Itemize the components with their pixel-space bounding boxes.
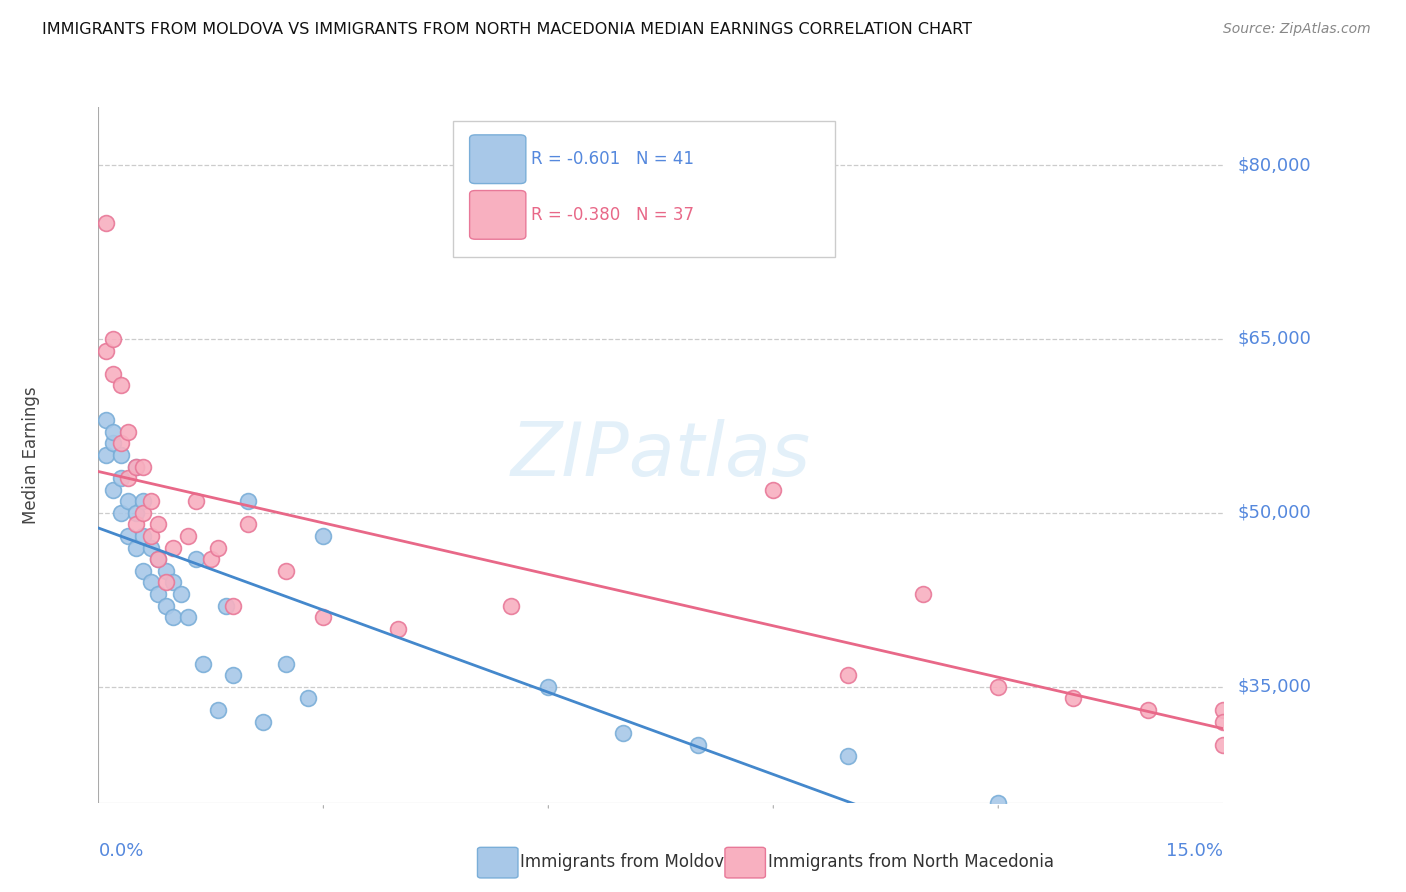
Point xyxy=(1212,738,1234,752)
Point xyxy=(274,657,297,671)
Point xyxy=(94,413,117,427)
Point xyxy=(103,332,125,346)
Point xyxy=(139,541,162,555)
Point xyxy=(139,575,162,590)
Text: $80,000: $80,000 xyxy=(1237,156,1310,174)
Point xyxy=(103,483,125,497)
Point xyxy=(139,494,162,508)
Point xyxy=(110,378,132,392)
Point xyxy=(132,506,155,520)
Point xyxy=(110,471,132,485)
Point xyxy=(162,541,184,555)
Point xyxy=(252,714,274,729)
Point xyxy=(222,668,245,682)
Point xyxy=(117,471,139,485)
Text: R = -0.380   N = 37: R = -0.380 N = 37 xyxy=(531,206,695,224)
Point xyxy=(148,552,170,566)
FancyBboxPatch shape xyxy=(470,191,526,239)
Point xyxy=(125,517,148,532)
Point xyxy=(103,425,125,439)
Text: 15.0%: 15.0% xyxy=(1166,842,1223,860)
Text: $50,000: $50,000 xyxy=(1237,504,1310,522)
Point xyxy=(94,216,117,230)
Point xyxy=(132,564,155,578)
Point xyxy=(222,599,245,613)
Point xyxy=(110,448,132,462)
Point xyxy=(117,494,139,508)
Text: Immigrants from North Macedonia: Immigrants from North Macedonia xyxy=(768,853,1053,871)
Text: Source: ZipAtlas.com: Source: ZipAtlas.com xyxy=(1223,22,1371,37)
Text: Median Earnings: Median Earnings xyxy=(22,386,39,524)
Point xyxy=(537,680,560,694)
Point xyxy=(170,587,193,601)
Point xyxy=(1137,703,1160,717)
Point xyxy=(94,343,117,358)
Point xyxy=(132,529,155,543)
FancyBboxPatch shape xyxy=(453,121,835,257)
Point xyxy=(103,367,125,381)
Text: $35,000: $35,000 xyxy=(1237,678,1312,696)
Point xyxy=(207,703,229,717)
Point xyxy=(132,494,155,508)
Point xyxy=(148,552,170,566)
Point xyxy=(1212,714,1234,729)
Point xyxy=(688,738,710,752)
Point xyxy=(125,541,148,555)
Point xyxy=(155,599,177,613)
Point xyxy=(312,610,335,624)
Point xyxy=(612,726,634,740)
Point xyxy=(1062,691,1084,706)
Text: 0.0%: 0.0% xyxy=(98,842,143,860)
Point xyxy=(238,494,260,508)
Point xyxy=(155,575,177,590)
Point xyxy=(238,517,260,532)
Point xyxy=(200,552,222,566)
Point xyxy=(184,552,207,566)
Text: IMMIGRANTS FROM MOLDOVA VS IMMIGRANTS FROM NORTH MACEDONIA MEDIAN EARNINGS CORRE: IMMIGRANTS FROM MOLDOVA VS IMMIGRANTS FR… xyxy=(42,22,972,37)
FancyBboxPatch shape xyxy=(478,847,517,878)
Point xyxy=(297,691,319,706)
Point xyxy=(837,749,859,764)
Point xyxy=(177,610,200,624)
Point xyxy=(162,575,184,590)
Text: $65,000: $65,000 xyxy=(1237,330,1310,348)
Text: ZIPatlas: ZIPatlas xyxy=(510,419,811,491)
Point xyxy=(110,506,132,520)
Point xyxy=(125,506,148,520)
Point xyxy=(103,436,125,450)
Point xyxy=(177,529,200,543)
Point xyxy=(987,680,1010,694)
Point xyxy=(215,599,238,613)
Point xyxy=(148,587,170,601)
Point xyxy=(132,459,155,474)
Point xyxy=(117,425,139,439)
Point xyxy=(110,436,132,450)
Point xyxy=(125,459,148,474)
Point xyxy=(139,529,162,543)
Point xyxy=(184,494,207,508)
Point xyxy=(987,796,1010,810)
Point xyxy=(117,529,139,543)
Point xyxy=(148,517,170,532)
Point xyxy=(837,668,859,682)
Point xyxy=(155,564,177,578)
Point xyxy=(387,622,409,636)
Point xyxy=(312,529,335,543)
Point xyxy=(162,610,184,624)
Point xyxy=(193,657,215,671)
Point xyxy=(1212,703,1234,717)
Point xyxy=(274,564,297,578)
Point xyxy=(207,541,229,555)
FancyBboxPatch shape xyxy=(470,135,526,184)
Point xyxy=(94,448,117,462)
Point xyxy=(912,587,935,601)
FancyBboxPatch shape xyxy=(725,847,765,878)
Point xyxy=(125,459,148,474)
Point xyxy=(499,599,522,613)
Point xyxy=(762,483,785,497)
Text: R = -0.601   N = 41: R = -0.601 N = 41 xyxy=(531,150,695,169)
Text: Immigrants from Moldova: Immigrants from Moldova xyxy=(520,853,734,871)
